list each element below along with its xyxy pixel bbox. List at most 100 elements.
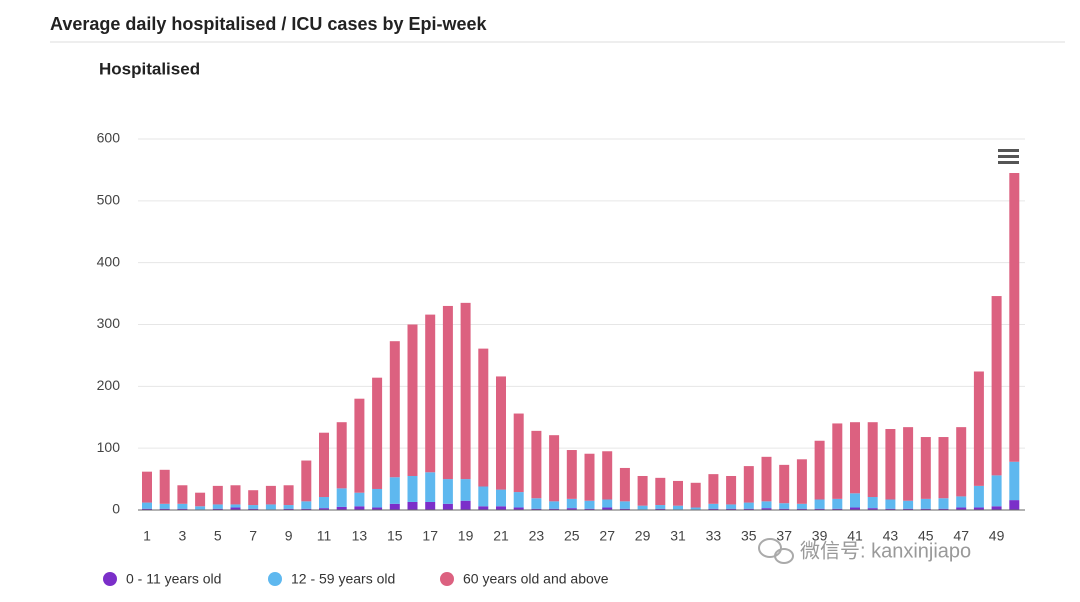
menu-bar[interactable] <box>998 155 1019 158</box>
bar-segment <box>956 507 967 510</box>
bar-segment <box>584 453 595 501</box>
bar-segment <box>336 488 347 507</box>
bar-segment <box>761 456 772 502</box>
bar-segment <box>973 371 984 486</box>
bar-segment <box>602 507 613 510</box>
menu-bar[interactable] <box>998 149 1019 152</box>
x-tick-label: 1 <box>143 528 151 544</box>
bar-segment <box>584 508 595 510</box>
bar-segment <box>195 506 206 510</box>
bar-segment <box>796 508 807 510</box>
bar-segment <box>372 507 383 510</box>
x-tick-label: 27 <box>599 528 615 544</box>
bar-segment <box>531 498 542 509</box>
bar-segment <box>531 508 542 510</box>
bar-segment <box>584 500 595 509</box>
bar-segment <box>991 506 1002 510</box>
legend-marker <box>268 572 282 586</box>
bar-segment <box>1009 173 1020 462</box>
bar-segment <box>1009 461 1020 501</box>
x-tick-label: 15 <box>387 528 403 544</box>
menu-bar[interactable] <box>998 161 1019 164</box>
bar-segment <box>496 489 506 507</box>
bar-segment <box>726 508 737 510</box>
bar-segment <box>248 508 259 510</box>
bar-segment <box>991 296 1002 476</box>
bar-segment <box>885 428 896 500</box>
bar-segment <box>354 492 365 507</box>
bar-segment <box>212 485 223 505</box>
bar-segment <box>549 435 560 502</box>
header: Average daily hospitalised / ICU cases b… <box>50 14 487 34</box>
bar-segment <box>814 508 825 510</box>
y-tick-label: 0 <box>112 501 120 517</box>
bar-segment <box>549 501 560 509</box>
legend-marker <box>103 572 117 586</box>
x-tick-label: 7 <box>249 528 257 544</box>
bar-segment <box>389 341 400 478</box>
bar-segment <box>602 451 613 500</box>
bar-segment <box>496 506 506 510</box>
bar-segment <box>920 508 931 510</box>
bar-segment <box>513 492 524 508</box>
x-tick-label: 29 <box>635 528 651 544</box>
bar-segment <box>885 499 896 509</box>
bar-segment <box>159 503 170 509</box>
bar-segment <box>496 376 506 490</box>
bar-segment <box>832 508 843 510</box>
bar-segment <box>867 497 878 509</box>
bar-segment <box>177 485 188 504</box>
bar-segment <box>230 485 241 505</box>
bar-segment <box>708 508 719 510</box>
bar-segment <box>301 508 312 510</box>
bar-segment <box>177 503 188 509</box>
x-tick-label: 25 <box>564 528 580 544</box>
y-tick-label: 500 <box>97 192 121 208</box>
bar-segment <box>142 502 152 509</box>
bar-segment <box>442 503 453 510</box>
bar-segment <box>319 432 329 498</box>
bar-segment <box>743 508 754 510</box>
bar-segment <box>956 427 967 497</box>
x-tick-label: 45 <box>918 528 934 544</box>
bar-segment <box>354 506 365 510</box>
bar-segment <box>991 475 1002 507</box>
bar-segment <box>531 430 542 499</box>
bar-segment <box>159 508 170 510</box>
bar-segment <box>142 471 152 503</box>
bar-segment <box>673 480 683 506</box>
x-tick-label: 13 <box>352 528 368 544</box>
bar-segment <box>230 504 241 508</box>
x-tick-label: 11 <box>317 528 332 544</box>
bar-segment <box>779 464 790 504</box>
bar-segment <box>708 503 719 509</box>
legend-marker <box>440 572 454 586</box>
bar-segment <box>814 499 825 509</box>
x-tick-label: 35 <box>741 528 757 544</box>
bar-segment <box>425 314 436 473</box>
bar-segment <box>319 497 329 509</box>
x-tick-label: 3 <box>179 528 187 544</box>
watermark: 微信号: kanxinjiapo <box>800 539 971 562</box>
bar-segment <box>779 503 790 509</box>
menu-icon[interactable] <box>998 149 1019 164</box>
bar-segment <box>973 507 984 510</box>
bar-segment <box>973 485 984 508</box>
bar-segment <box>637 505 648 510</box>
x-tick-label: 17 <box>422 528 438 544</box>
bar-segment <box>389 477 400 504</box>
bar-segment <box>336 422 347 489</box>
bar-segment <box>743 466 754 503</box>
legend-label: 0 - 11 years old <box>126 571 221 587</box>
bar-segment <box>619 508 630 510</box>
bar-segment <box>566 450 577 499</box>
bar-segment <box>566 498 577 509</box>
bar-segment <box>478 506 489 510</box>
bar-segment <box>850 507 860 510</box>
bar-segment <box>903 508 914 510</box>
bar-segment <box>301 460 312 502</box>
bar-segment <box>938 498 949 509</box>
bar-segment <box>425 501 436 510</box>
x-tick-label: 39 <box>812 528 828 544</box>
y-tick-label: 100 <box>97 439 121 455</box>
